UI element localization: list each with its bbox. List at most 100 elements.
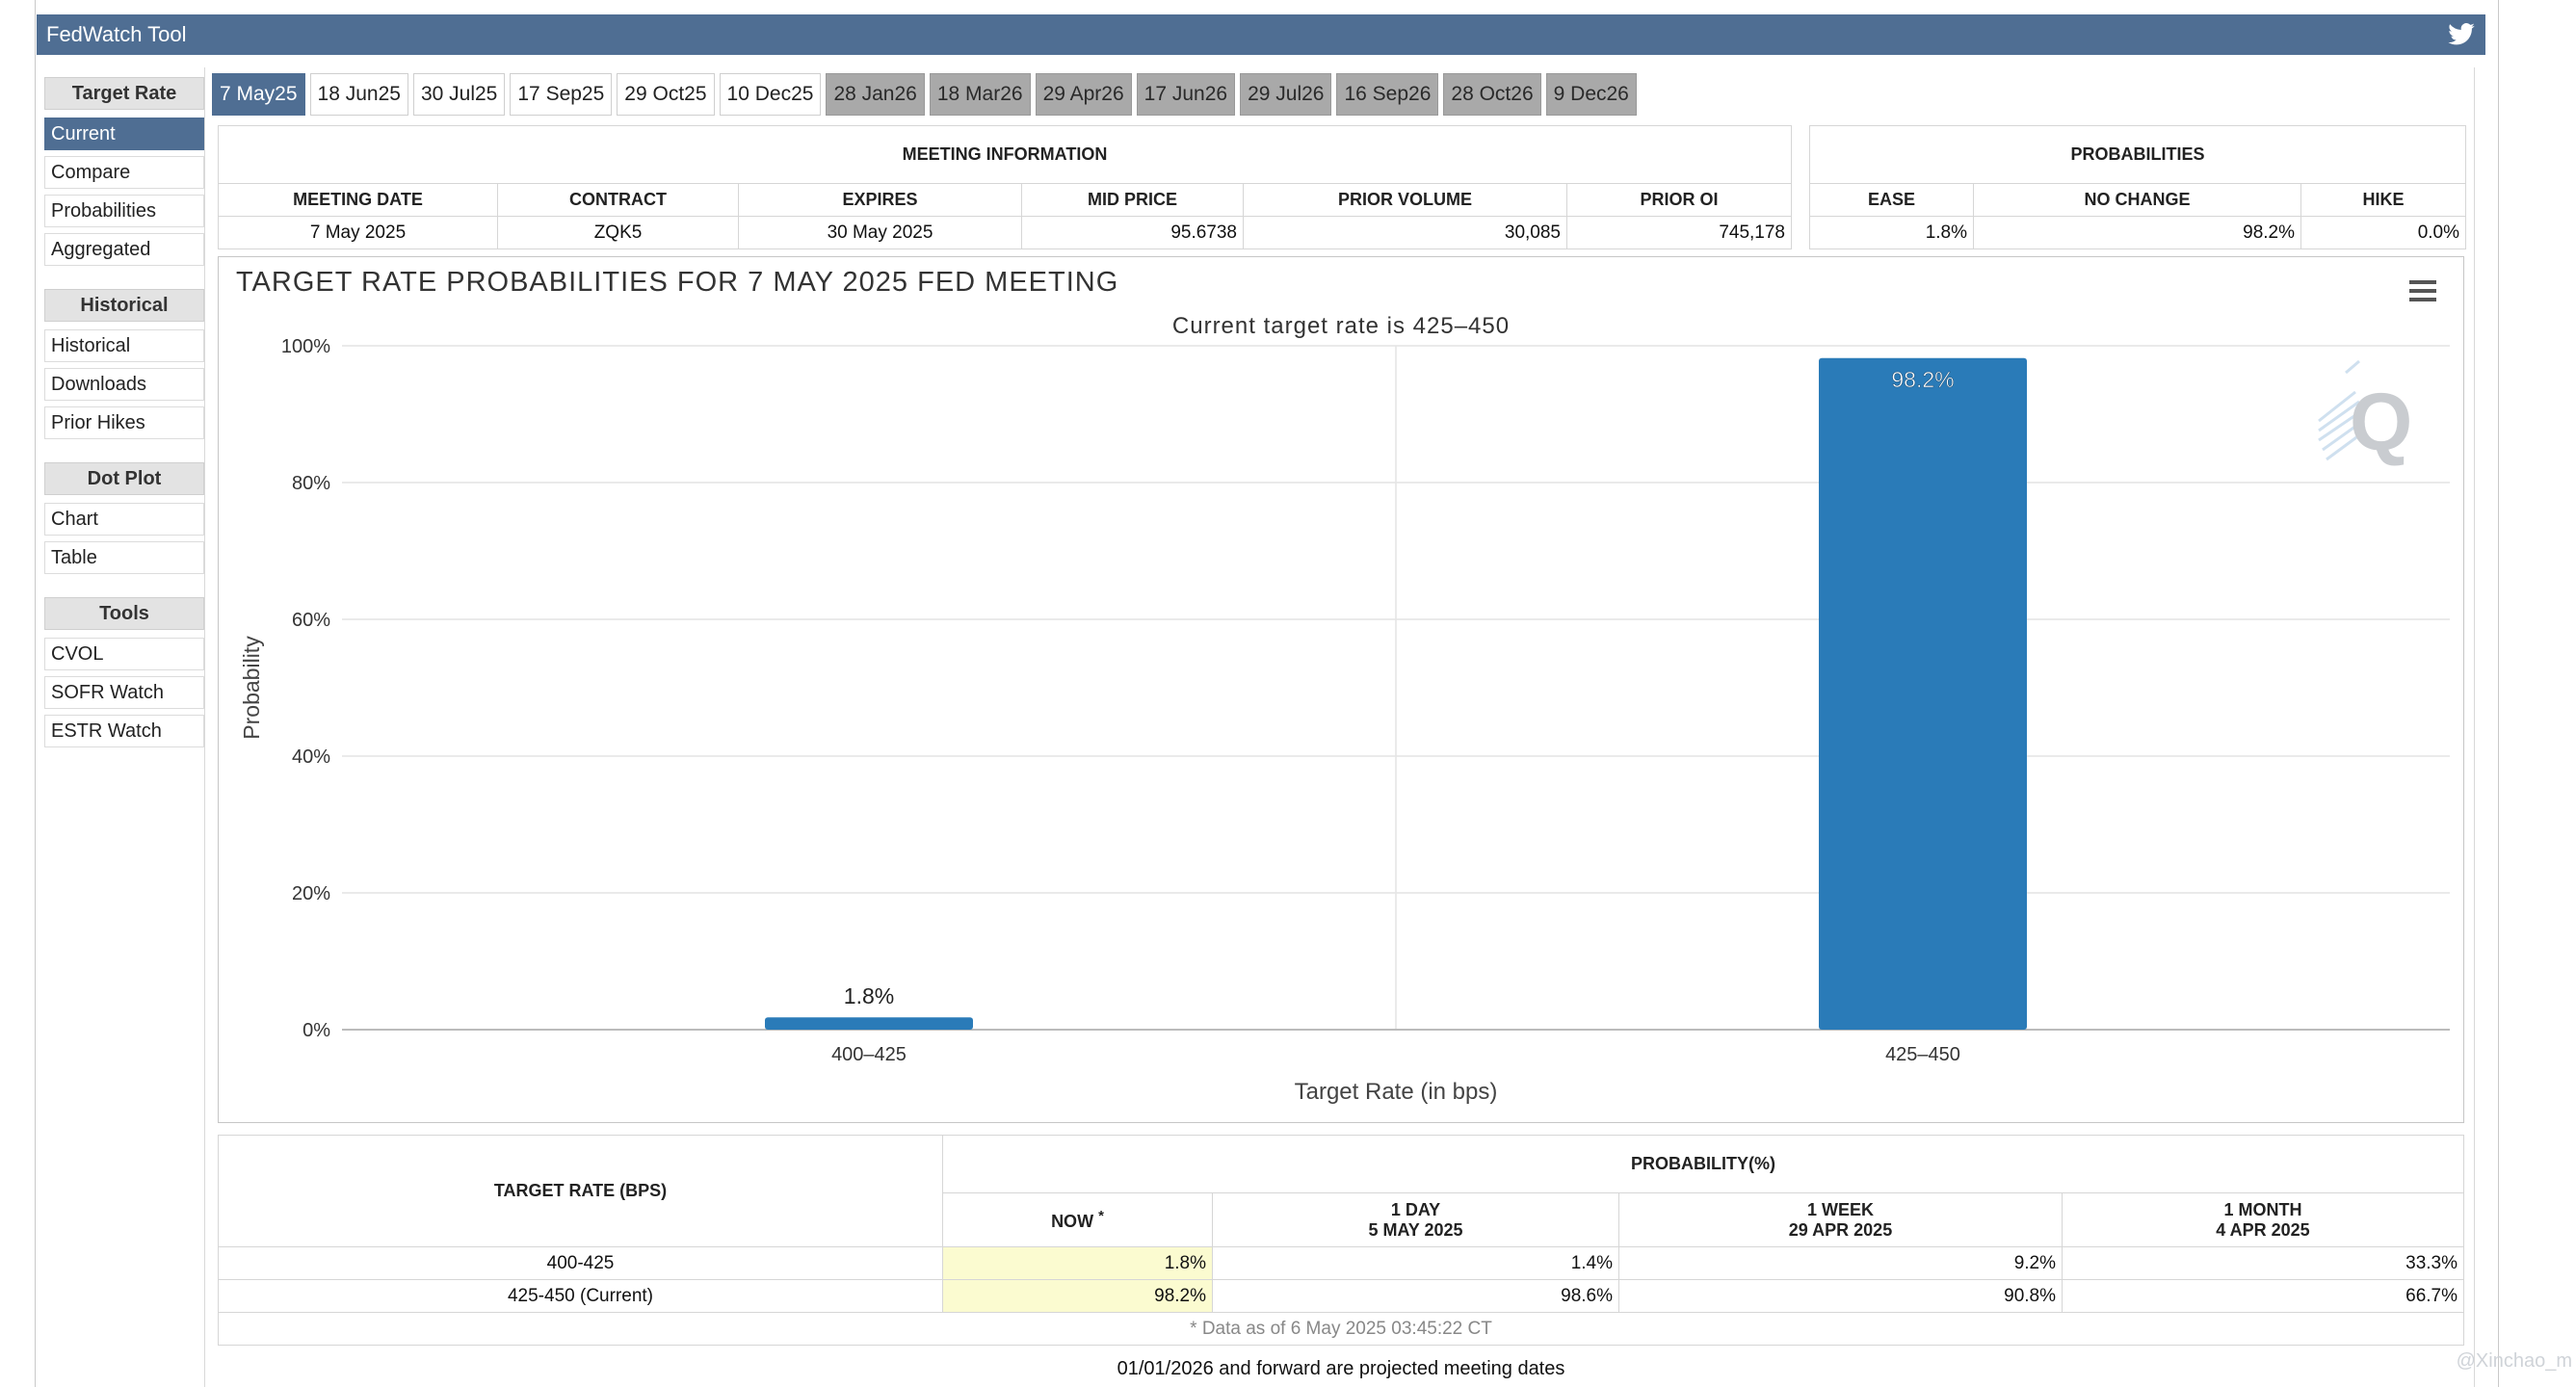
sidebar-item-downloads[interactable]: Downloads (44, 368, 204, 401)
chart-bar (1819, 357, 2027, 1030)
now-value: 1.8% (942, 1246, 1213, 1280)
sidebar-item-historical[interactable]: Historical (44, 329, 204, 362)
credit-watermark: @Xinchao_m (2456, 1350, 2572, 1372)
day-value: 98.6% (1212, 1279, 1619, 1313)
probability-history-table: TARGET RATE (BPS) PROBABILITY(%) NOW * 1… (218, 1135, 2464, 1346)
sidebar-item-aggregated[interactable]: Aggregated (44, 233, 204, 266)
prior-volume-value: 30,085 (1243, 216, 1567, 249)
meeting-tabs: 7 May25 18 Jun25 30 Jul25 17 Sep25 29 Oc… (212, 73, 1637, 116)
chart-subtitle: Current target rate is 425–450 (1171, 313, 1511, 339)
sidebar-item-probabilities[interactable]: Probabilities (44, 195, 204, 227)
week-value: 90.8% (1618, 1279, 2063, 1313)
data-label: 1.8% (844, 983, 894, 1008)
sidebar-item-sofr-watch[interactable]: SOFR Watch (44, 676, 204, 709)
chart-bar (765, 1017, 973, 1030)
ease-value: 1.8% (1809, 216, 1974, 249)
mid-price-value: 95.6738 (1021, 216, 1244, 249)
tab-7-may25[interactable]: 7 May25 (212, 73, 305, 116)
hike-value: 0.0% (2300, 216, 2466, 249)
header-1-week: 1 WEEK 29 APR 2025 (1618, 1192, 2063, 1247)
meeting-date-value: 7 May 2025 (218, 216, 498, 249)
meeting-info-table: MEETING INFORMATION MEETING DATE CONTRAC… (218, 125, 1792, 249)
sidebar-item-estr-watch[interactable]: ESTR Watch (44, 715, 204, 747)
y-tick-label: 80% (292, 473, 330, 494)
rate-425-450: 425-450 (Current) (218, 1279, 943, 1313)
header-now-star: * (1098, 1208, 1104, 1224)
header-target-rate-bps: TARGET RATE (BPS) (218, 1135, 943, 1247)
tab-10-dec25[interactable]: 10 Dec25 (719, 73, 822, 116)
header-prior-volume: PRIOR VOLUME (1243, 183, 1567, 217)
y-tick-label: 60% (292, 610, 330, 631)
tab-18-jun25[interactable]: 18 Jun25 (309, 73, 408, 116)
chart-canvas: 0% 20% 40% 60% 80% 100% 1.8% 400–425 98.2% 425–45… (239, 336, 2450, 1105)
probabilities-title: PROBABILITIES (1809, 125, 2466, 184)
tab-29-apr26[interactable]: 29 Apr26 (1035, 73, 1132, 116)
header-1-month: 1 MONTH 4 APR 2025 (2062, 1192, 2464, 1247)
prior-oi-value: 745,178 (1566, 216, 1792, 249)
header-1-day-date: 5 MAY 2025 (1368, 1219, 1463, 1240)
header-1-month-label: 1 MONTH (2223, 1199, 2302, 1219)
sidebar-header-tools: Tools (44, 597, 204, 630)
y-tick-label: 0% (302, 1020, 330, 1041)
table-row: 400-425 1.8% 1.4% 9.2% 33.3% (218, 1246, 2464, 1280)
x-tick-label: 425–450 (1885, 1044, 1960, 1065)
y-tick-label: 20% (292, 883, 330, 904)
probabilities-table: PROBABILITIES EASE NO CHANGE HIKE 1.8% 9… (1809, 125, 2466, 249)
header-1-week-label: 1 WEEK (1806, 1199, 1874, 1219)
header-probability-pct: PROBABILITY(%) (942, 1135, 2464, 1193)
sidebar-item-prior-hikes[interactable]: Prior Hikes (44, 406, 204, 439)
tab-28-jan26[interactable]: 28 Jan26 (826, 73, 925, 116)
header-1-week-date: 29 APR 2025 (1788, 1219, 1893, 1240)
svg-text:Q: Q (2350, 377, 2412, 467)
q-logo-watermark: Q (2318, 359, 2412, 467)
hamburger-menu-icon[interactable] (2407, 278, 2438, 303)
projected-dates-note: 01/01/2026 and forward are projected mee… (1117, 1358, 1565, 1379)
meeting-info-title: MEETING INFORMATION (218, 125, 1792, 184)
header-no-change: NO CHANGE (1973, 183, 2301, 217)
header-1-day-label: 1 DAY (1390, 1199, 1441, 1219)
tab-9-dec26[interactable]: 9 Dec26 (1545, 73, 1637, 116)
sidebar-header-dot-plot: Dot Plot (44, 462, 204, 495)
title-bar: FedWatch Tool (37, 14, 2485, 55)
tab-17-sep25[interactable]: 17 Sep25 (510, 73, 613, 116)
header-now: NOW * (942, 1192, 1213, 1247)
sidebar-item-current[interactable]: Current (44, 118, 204, 150)
y-tick-label: 40% (292, 746, 330, 768)
data-label: 98.2% (1891, 367, 1954, 392)
header-1-month-date: 4 APR 2025 (2216, 1219, 2310, 1240)
tab-29-oct25[interactable]: 29 Oct25 (617, 73, 715, 116)
twitter-icon[interactable] (2447, 20, 2476, 49)
tab-17-jun26[interactable]: 17 Jun26 (1136, 73, 1236, 116)
expires-value: 30 May 2025 (738, 216, 1022, 249)
month-value: 66.7% (2062, 1279, 2464, 1313)
header-expires: EXPIRES (738, 183, 1022, 217)
sidebar-nav: Target Rate Current Compare Probabilitie… (44, 77, 204, 753)
week-value: 9.2% (1618, 1246, 2063, 1280)
y-axis-title: Probability (239, 636, 264, 740)
contract-value: ZQK5 (497, 216, 739, 249)
header-hike: HIKE (2300, 183, 2466, 217)
sidebar-item-cvol[interactable]: CVOL (44, 638, 204, 670)
y-tick-label: 100% (281, 336, 330, 357)
now-value: 98.2% (942, 1279, 1213, 1313)
tab-18-mar26[interactable]: 18 Mar26 (929, 73, 1031, 116)
chart-title: TARGET RATE PROBABILITIES FOR 7 MAY 2025… (236, 267, 1119, 298)
tab-16-sep26[interactable]: 16 Sep26 (1336, 73, 1439, 116)
header-ease: EASE (1809, 183, 1974, 217)
tab-30-jul25[interactable]: 30 Jul25 (412, 73, 506, 116)
header-mid-price: MID PRICE (1021, 183, 1244, 217)
sidebar-item-table[interactable]: Table (44, 541, 204, 574)
tab-28-oct26[interactable]: 28 Oct26 (1443, 73, 1541, 116)
tab-29-jul26[interactable]: 29 Jul26 (1240, 73, 1332, 116)
sidebar-item-compare[interactable]: Compare (44, 156, 204, 189)
header-now-label: NOW (1051, 1212, 1094, 1231)
data-timestamp-footnote: * Data as of 6 May 2025 03:45:22 CT (218, 1312, 2464, 1346)
x-tick-label: 400–425 (831, 1044, 907, 1065)
no-change-value: 98.2% (1973, 216, 2301, 249)
app-title: FedWatch Tool (46, 22, 187, 46)
header-contract: CONTRACT (497, 183, 739, 217)
sidebar-item-chart[interactable]: Chart (44, 503, 204, 536)
header-prior-oi: PRIOR OI (1566, 183, 1792, 217)
table-row: 425-450 (Current) 98.2% 98.6% 90.8% 66.7… (218, 1279, 2464, 1313)
sidebar-header-historical: Historical (44, 289, 204, 322)
